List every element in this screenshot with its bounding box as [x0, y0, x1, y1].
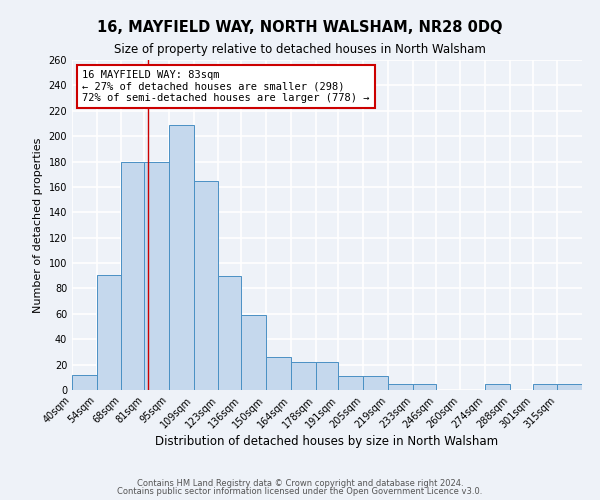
Bar	[413, 384, 436, 390]
Bar	[218, 276, 241, 390]
Bar	[291, 362, 316, 390]
Bar	[194, 180, 218, 390]
Text: Contains HM Land Registry data © Crown copyright and database right 2024.: Contains HM Land Registry data © Crown c…	[137, 478, 463, 488]
Bar	[388, 384, 413, 390]
Y-axis label: Number of detached properties: Number of detached properties	[33, 138, 43, 312]
Bar	[169, 124, 194, 390]
Bar	[533, 384, 557, 390]
Bar	[72, 375, 97, 390]
Bar	[145, 162, 169, 390]
Bar	[241, 315, 266, 390]
Text: Size of property relative to detached houses in North Walsham: Size of property relative to detached ho…	[114, 42, 486, 56]
Bar	[121, 162, 145, 390]
Bar	[316, 362, 338, 390]
Bar	[338, 376, 363, 390]
Text: 16, MAYFIELD WAY, NORTH WALSHAM, NR28 0DQ: 16, MAYFIELD WAY, NORTH WALSHAM, NR28 0D…	[97, 20, 503, 35]
Bar	[557, 384, 582, 390]
Text: Contains public sector information licensed under the Open Government Licence v3: Contains public sector information licen…	[118, 487, 482, 496]
Bar	[363, 376, 388, 390]
Text: 16 MAYFIELD WAY: 83sqm
← 27% of detached houses are smaller (298)
72% of semi-de: 16 MAYFIELD WAY: 83sqm ← 27% of detached…	[82, 70, 370, 103]
Bar	[97, 274, 121, 390]
Bar	[485, 384, 509, 390]
Bar	[266, 357, 291, 390]
X-axis label: Distribution of detached houses by size in North Walsham: Distribution of detached houses by size …	[155, 436, 499, 448]
